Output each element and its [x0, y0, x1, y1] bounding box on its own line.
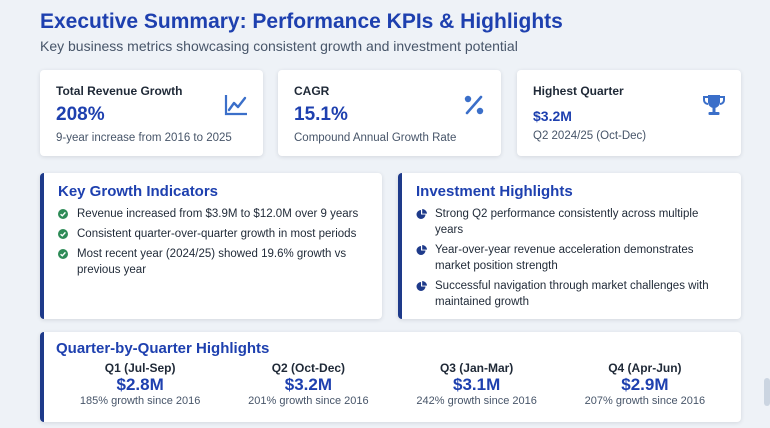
percent-icon — [464, 95, 484, 115]
quarter-value: $2.9M — [621, 375, 669, 394]
page-title: Executive Summary: Performance KPIs & Hi… — [40, 10, 563, 33]
chart-line-icon — [224, 95, 247, 116]
page-subtitle: Key business metrics showcasing consiste… — [40, 38, 518, 54]
kpi-label: CAGR — [294, 84, 330, 98]
growth-indicators-title: Key Growth Indicators — [58, 183, 219, 200]
quarter-item-q3: Q3 (Jan-Mar) $3.1M 242% growth since 201… — [393, 361, 561, 407]
quarter-item-q4: Q4 (Apr-Jun) $2.9M 207% growth since 201… — [561, 361, 729, 407]
kpi-label: Highest Quarter — [533, 84, 624, 98]
check-circle-icon — [58, 206, 72, 222]
quarter-name: Q1 (Jul-Sep) — [104, 361, 176, 375]
quarter-highlights-panel: Quarter-by-Quarter Highlights Q1 (Jul-Se… — [40, 332, 741, 422]
kpi-label: Total Revenue Growth — [56, 84, 183, 98]
scrollbar[interactable] — [764, 378, 770, 406]
growth-indicators-panel: Key Growth Indicators Revenue increased … — [40, 173, 382, 319]
list-item-text: Most recent year (2024/25) showed 19.6% … — [77, 248, 347, 276]
quarter-value: $3.2M — [284, 375, 332, 394]
kpi-value: 15.1% — [294, 104, 348, 125]
list-item: Revenue increased from $3.9M to $12.0M o… — [58, 206, 368, 222]
kpi-card-revenue-growth: Total Revenue Growth 208% 9-year increas… — [40, 70, 263, 156]
quarter-growth: 242% growth since 2016 — [416, 395, 537, 407]
trophy-icon — [703, 95, 725, 115]
quarter-growth: 185% growth since 2016 — [79, 395, 201, 407]
kpi-description: 9-year increase from 2016 to 2025 — [56, 132, 232, 144]
kpi-value: 208% — [56, 104, 105, 125]
quarter-name: Q3 (Jan-Mar) — [439, 361, 514, 375]
list-item: Most recent year (2024/25) showed 19.6% … — [58, 246, 368, 278]
list-item-text: Consistent quarter-over-quarter growth i… — [77, 228, 357, 240]
quarter-highlights-title: Quarter-by-Quarter Highlights — [56, 340, 270, 357]
list-item-text: Strong Q2 performance consistently acros… — [435, 208, 699, 236]
quarter-item-q2: Q2 (Oct-Dec) $3.2M 201% growth since 201… — [224, 361, 392, 407]
quarter-name: Q2 (Oct-Dec) — [271, 361, 346, 375]
list-item-text: Year-over-year revenue acceleration demo… — [435, 244, 694, 272]
pie-chart-icon — [416, 278, 430, 294]
quarter-name: Q4 (Apr-Jun) — [608, 361, 682, 375]
quarter-growth: 207% growth since 2016 — [584, 395, 706, 407]
kpi-card-cagr: CAGR 15.1% Compound Annual Growth Rate — [278, 70, 501, 156]
quarter-value: $3.1M — [453, 375, 501, 394]
kpi-description: Q2 2024/25 (Oct-Dec) — [533, 130, 647, 142]
list-item: Year-over-year revenue acceleration demo… — [416, 242, 727, 274]
kpi-description: Compound Annual Growth Rate — [294, 132, 457, 144]
pie-chart-icon — [416, 206, 430, 222]
quarter-item-q1: Q1 (Jul-Sep) $2.8M 185% growth since 201… — [56, 361, 224, 407]
quarter-value: $2.8M — [116, 375, 164, 394]
list-item: Strong Q2 performance consistently acros… — [416, 206, 727, 238]
check-circle-icon — [58, 226, 72, 242]
list-item: Consistent quarter-over-quarter growth i… — [58, 226, 368, 242]
investment-highlights-panel: Investment Highlights Strong Q2 performa… — [398, 173, 741, 319]
pie-chart-icon — [416, 242, 430, 258]
quarter-growth: 201% growth since 2016 — [248, 395, 369, 407]
kpi-value: $3.2M — [533, 108, 572, 124]
investment-highlights-title: Investment Highlights — [416, 183, 573, 200]
quarter-row: Q1 (Jul-Sep) $2.8M 185% growth since 201… — [56, 361, 729, 407]
list-item-text: Successful navigation through market cha… — [435, 280, 709, 308]
check-circle-icon — [58, 246, 72, 262]
list-item-text: Revenue increased from $3.9M to $12.0M o… — [77, 208, 359, 220]
list-item: Successful navigation through market cha… — [416, 278, 727, 310]
kpi-card-highest-quarter: Highest Quarter $3.2M Q2 2024/25 (Oct-De… — [517, 70, 741, 156]
